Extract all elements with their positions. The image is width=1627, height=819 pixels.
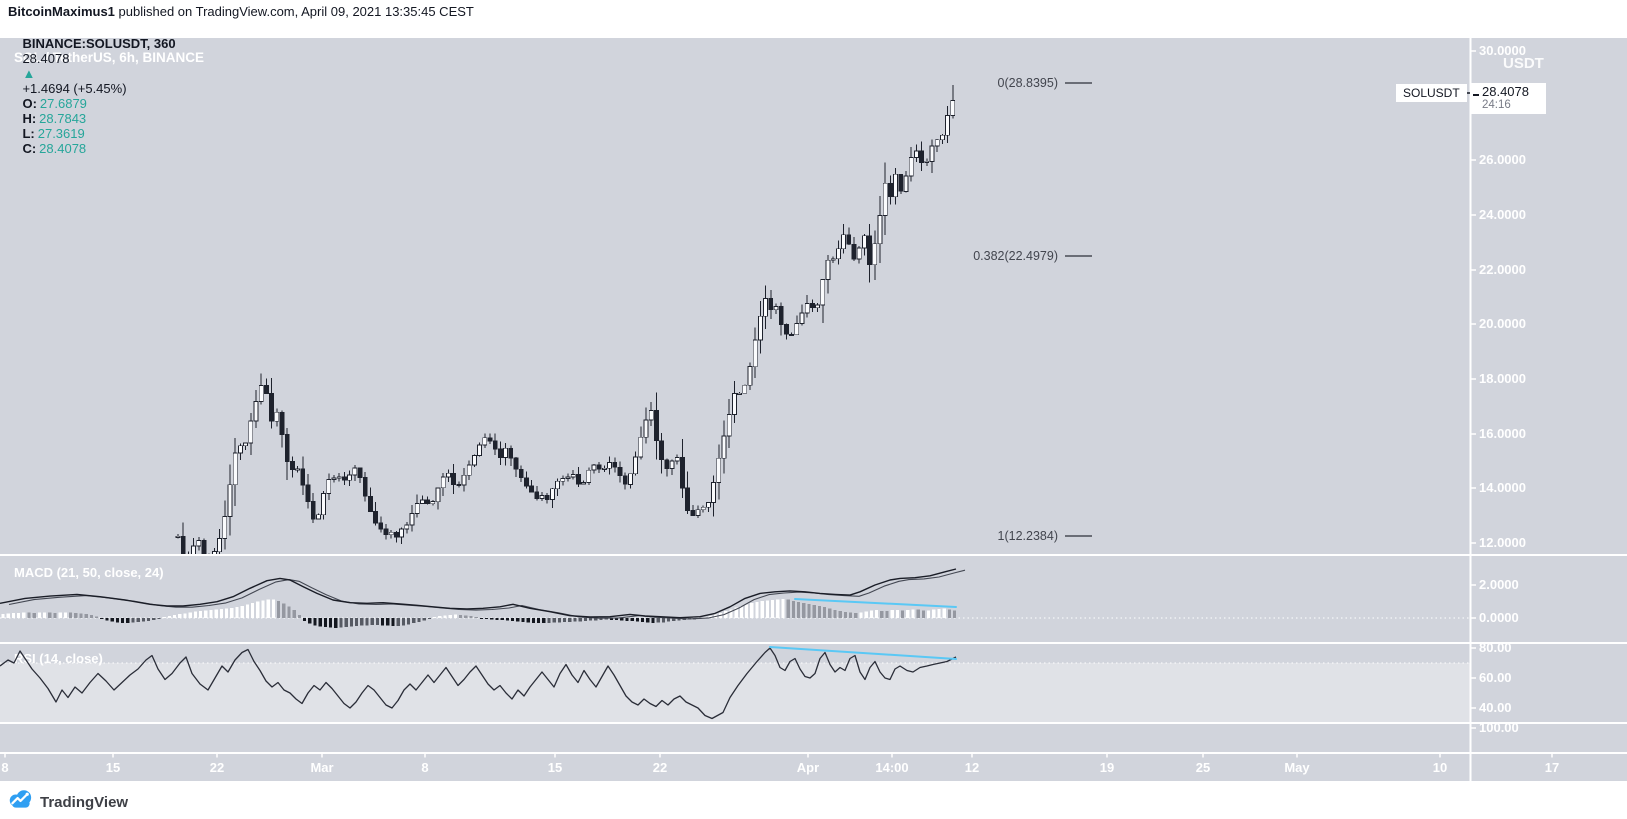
tradingview-brand-text: TradingView (40, 793, 129, 811)
publish-header: BitcoinMaximus1 published on TradingView… (0, 0, 1627, 156)
close-value: 28.4078 (39, 141, 87, 156)
author-name: BitcoinMaximus1 (8, 4, 115, 19)
price-change: +1.4694 (+5.45%) (22, 81, 127, 96)
tradingview-link[interactable]: TradingView (7, 788, 128, 816)
high-value: 28.7843 (39, 111, 87, 126)
publish-info-line: BitcoinMaximus1 published on TradingView… (8, 4, 474, 19)
symbol-info-line: BINANCE:SOLUSDT, 360 28.4078 ▲ +1.4694 (… (8, 21, 179, 171)
last-price: 28.4078 (22, 51, 70, 66)
close-label: C: (22, 141, 37, 156)
quote-currency-watermark: USDT (1503, 55, 1544, 72)
symbol-name: BINANCE:SOLUSDT, 360 (22, 36, 176, 51)
open-label: O: (22, 96, 37, 111)
chart-title: SOL / TetherUS, 6h, BINANCE (14, 50, 205, 65)
open-value: 27.6879 (39, 96, 87, 111)
tradingview-logo-icon (7, 788, 34, 816)
low-label: L: (22, 126, 35, 141)
rsi-panel-title: RSI (14, close) (14, 651, 103, 666)
macd-panel-title: MACD (21, 50, close, 24) (14, 565, 164, 580)
footer: TradingView (0, 781, 1627, 819)
high-label: H: (22, 111, 37, 126)
publish-info: published on TradingView.com, April 09, … (114, 4, 474, 19)
low-value: 27.3619 (37, 126, 85, 141)
up-arrow-icon: ▲ (22, 66, 36, 81)
